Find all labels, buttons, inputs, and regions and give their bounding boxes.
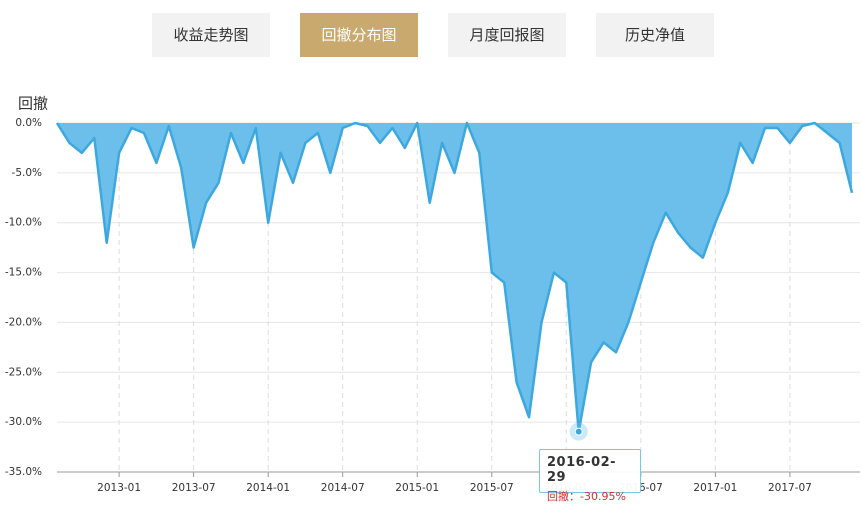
x-tick-label: 2014-07 [321,482,365,494]
y-tick-label: -25.0% [5,366,42,378]
x-tick-label: 2013-01 [97,482,141,494]
x-tick-label: 2015-01 [395,482,439,494]
x-tick-label: 2013-07 [172,482,216,494]
y-axis-title: 回撤 [18,95,48,113]
y-tick-label: -5.0% [12,167,42,179]
x-tick-label: 2017-01 [693,482,737,494]
tab[interactable]: 历史净值 [596,13,714,57]
x-tick-label: 2015-07 [470,482,514,494]
tab[interactable]: 收益走势图 [152,13,270,57]
x-tick-label: 2017-07 [768,482,812,494]
tooltip-text: 回撤：-30.95% [547,490,626,503]
area [57,123,852,432]
tooltip-title: 2016-02-29 [547,455,617,485]
tab[interactable]: 月度回报图 [448,13,566,57]
y-tick-label: -20.0% [5,316,42,328]
y-tick-label: -30.0% [5,416,42,428]
line [55,121,854,433]
y-tick-label: -10.0% [5,217,42,229]
y-tick-label: -15.0% [5,267,42,279]
y-tick-label: 0.0% [15,117,42,129]
hover-point [574,427,583,436]
tooltip: 2016-02-29 回撤：-30.95% [539,449,641,503]
y-tick-label: -35.0% [5,466,42,478]
x-tick-label: 2014-01 [246,482,290,494]
tab[interactable]: 回撤分布图 [300,13,418,57]
